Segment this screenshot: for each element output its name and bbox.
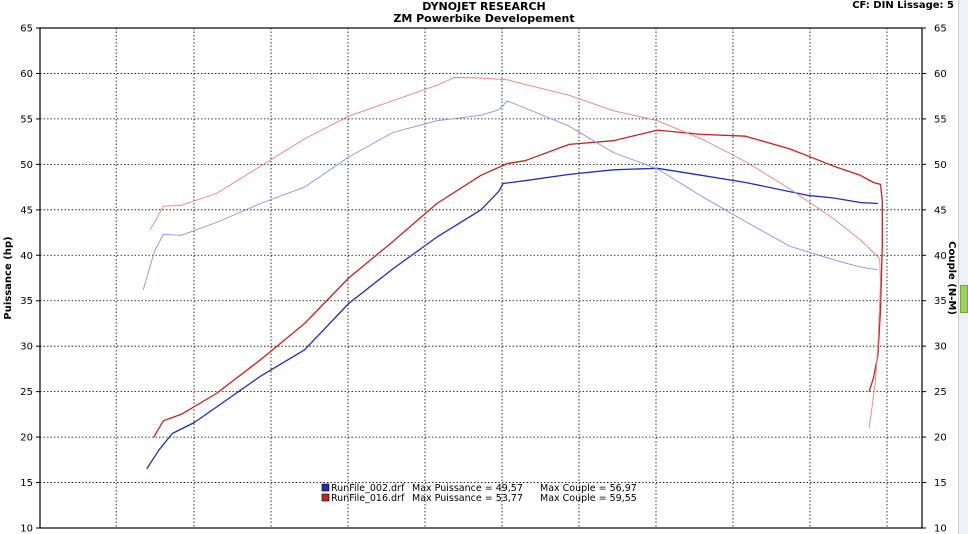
y-axis-title-right: Couple (N-M) xyxy=(946,241,957,315)
scrollbar-thumb[interactable] xyxy=(960,285,968,313)
y-tick-label-right: 10 xyxy=(934,524,947,534)
legend-swatch xyxy=(321,483,330,492)
legend-max-torque: Max Couple = 59,55 xyxy=(540,493,637,504)
y-tick-label-left: 65 xyxy=(20,24,33,35)
legend-max-torque: Max Couple = 56,97 xyxy=(540,483,637,494)
y-tick-label-right: 65 xyxy=(934,24,947,35)
y-tick-label-left: 35 xyxy=(20,296,33,307)
y-tick-label-left: 10 xyxy=(20,524,33,534)
series-run1-power-line xyxy=(153,129,883,438)
y-tick-label-right: 55 xyxy=(934,114,947,125)
y-tick-label-left: 20 xyxy=(20,433,33,444)
y-tick-label-right: 40 xyxy=(934,251,947,262)
y-tick-label-left: 15 xyxy=(20,478,33,489)
y-tick-label-left: 45 xyxy=(20,205,33,216)
legend-file-name: RunFile_002.drf xyxy=(331,483,405,494)
series-run0-power-line xyxy=(146,167,878,470)
y-tick-label-left: 25 xyxy=(20,387,33,398)
correction-factor-label: CF: DIN Lissage: 5 xyxy=(852,0,954,11)
y-tick-label-left: 50 xyxy=(20,160,33,171)
y-tick-label-right: 20 xyxy=(934,433,947,444)
plot-area xyxy=(39,27,923,529)
y-tick-label-left: 30 xyxy=(20,342,33,353)
legend-file-name: RunFile_016.drf xyxy=(331,493,405,504)
y-tick-label-right: 25 xyxy=(934,387,947,398)
legend-swatch xyxy=(321,493,330,502)
y-tick-label-right: 35 xyxy=(934,296,947,307)
y-tick-label-right: 50 xyxy=(934,160,947,171)
y-tick-label-left: 55 xyxy=(20,114,33,125)
series-run0-torque-line xyxy=(142,100,878,290)
y-tick-label-right: 30 xyxy=(934,342,947,353)
vertical-scrollbar[interactable] xyxy=(958,0,968,534)
y-tick-label-right: 45 xyxy=(934,205,947,216)
y-tick-label-right: 15 xyxy=(934,478,947,489)
legend-max-power: Max Puissance = 49,57 xyxy=(412,483,523,494)
y-tick-label-left: 40 xyxy=(20,251,33,262)
y-axis-title-left: Puissance (hp) xyxy=(3,236,14,319)
y-tick-label-left: 60 xyxy=(20,69,33,80)
legend-max-power: Max Puissance = 53,77 xyxy=(412,493,523,504)
chart-title: DYNOJET RESEARCH xyxy=(422,0,546,13)
chart-subtitle: ZM Powerbike Developement xyxy=(393,12,575,25)
series-run1-torque-line xyxy=(149,77,881,429)
y-tick-label-right: 60 xyxy=(934,69,947,80)
